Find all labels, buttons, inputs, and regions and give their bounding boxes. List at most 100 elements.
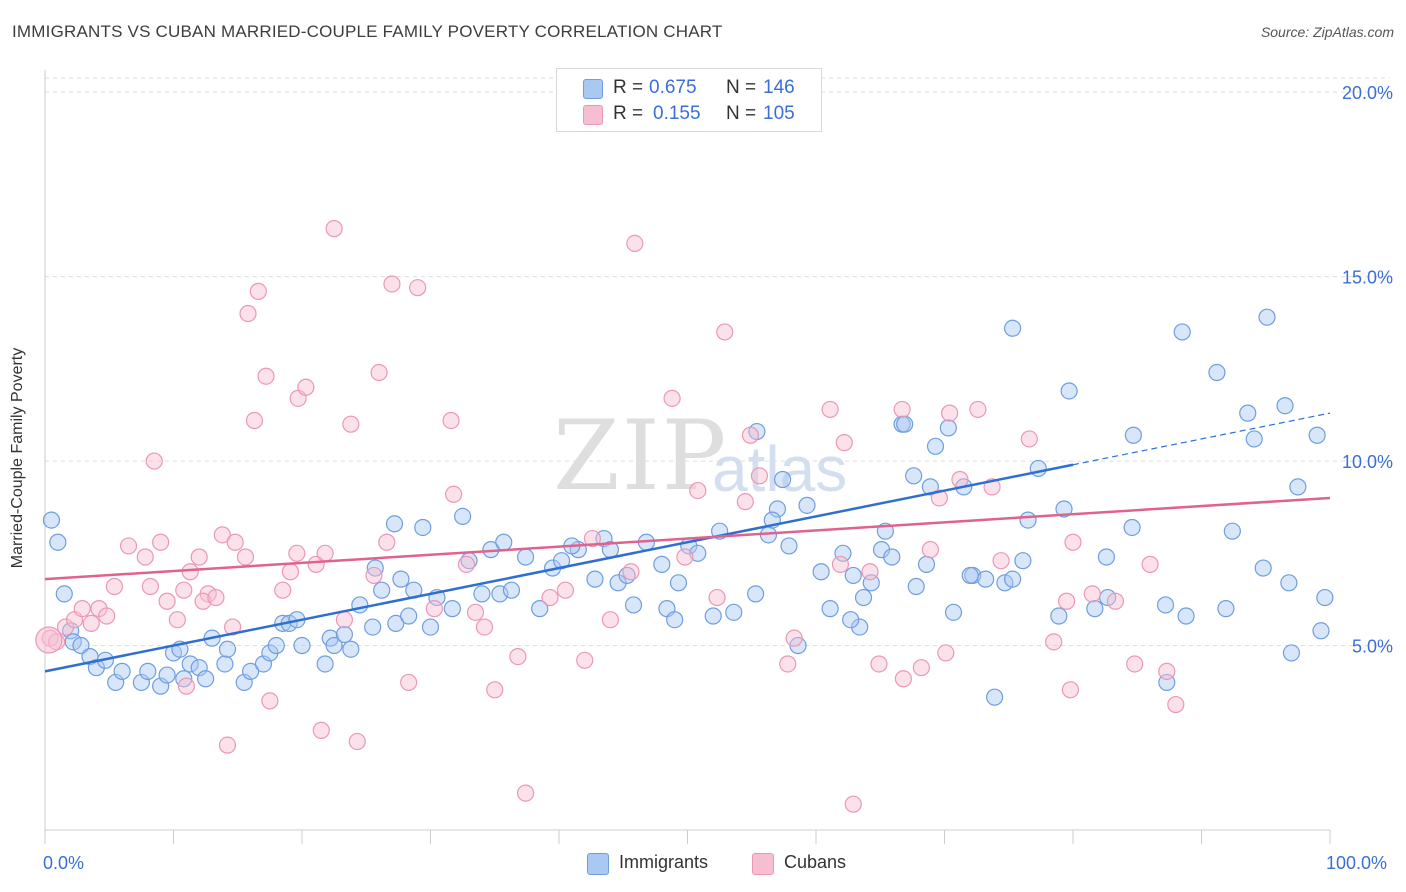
immigrants-point [216,655,234,673]
cubans-point [831,555,850,573]
immigrants-point [844,566,862,585]
cubans-point [1158,662,1176,680]
cubans-point [457,555,476,573]
immigrants-point [834,544,852,562]
cubans-point [348,732,366,751]
immigrants-point [896,415,914,433]
cubans-point [622,563,640,581]
immigrants-point [1086,600,1104,618]
cubans-point [342,415,360,433]
immigrants-point [293,636,311,655]
source-label: Source: ZipAtlas.com [1260,24,1394,40]
cubans-point [383,275,401,293]
cubans-point [365,566,383,585]
immigrants-trend-extension [1072,412,1331,466]
immigrants-point [883,548,901,566]
immigrants-point [666,611,684,629]
cubans-point [73,600,91,618]
cubans-point [105,577,123,596]
cubans-point [716,323,734,341]
cubans-legend-swatch [752,853,774,875]
cubans-point [1126,655,1144,673]
cubans-point [181,563,199,581]
cubans-point [821,400,839,419]
cubans-point [218,736,237,754]
immigrants-point [531,600,549,618]
cubans-point [663,389,681,407]
immigrants-point [939,419,957,437]
cubans-point [750,467,769,485]
cubans-point [583,529,602,548]
cubans-point [1064,533,1082,551]
n-label: N = [726,103,757,124]
cubans-point [937,644,955,662]
immigrants-point [242,662,260,680]
cubans-point [1061,681,1080,699]
cubans-point [119,537,138,555]
y-tick-label: 10.0% [1342,452,1393,472]
cubans-point [445,485,463,503]
immigrants-point [1316,588,1334,607]
cubans-point [257,367,275,385]
cubans-point [442,411,460,430]
immigrants-point [1156,596,1175,614]
immigrants-point [1123,518,1141,537]
cubans-point [1106,592,1125,610]
cubans-point [861,563,879,581]
cubans-point [325,220,343,238]
r-label: R = [613,77,644,98]
immigrants-point [158,666,176,684]
immigrants-point [392,570,410,588]
immigrants-point [49,533,67,551]
x-tick-label-min: 0.0% [43,853,85,873]
immigrants-legend-label: Immigrants [619,852,709,872]
cubans-point [168,611,186,629]
cubans-point [1141,555,1159,573]
immigrants-point [1282,644,1301,662]
cubans-point [676,548,694,566]
immigrants-point [1124,426,1142,444]
immigrants-point [443,600,461,618]
cubans-point [1057,592,1076,610]
y-tick-label: 20.0% [1342,83,1393,103]
cubans-point [556,581,575,599]
immigrants-point [316,655,334,673]
cubans-point [409,279,427,297]
cubans-point [541,588,559,607]
immigrants-legend-swatch [587,853,609,875]
cubans-point [475,618,494,636]
immigrants-point [961,566,979,585]
immigrants-point [926,437,945,455]
immigrants-point [944,603,963,621]
cubans-legend-label: Cubans [784,852,847,872]
immigrants-point [1289,478,1307,496]
r-label: R = [613,103,644,124]
cubans-point [601,611,620,629]
immigrants-point [977,570,995,588]
cubans-point [190,548,208,566]
cubans-point [316,544,334,562]
immigrants-point [1208,363,1226,382]
cubans-swatch [583,105,603,125]
cubans-point [516,784,535,802]
immigrants-point [502,581,521,599]
immigrants-point [1014,552,1032,570]
cubans-point [281,563,300,581]
immigrants-point [768,500,787,518]
immigrants-point [139,662,157,680]
cubans-point [35,626,63,654]
y-tick-label: 5.0% [1352,637,1393,657]
immigrants-point [669,574,688,592]
immigrants-point [1177,607,1195,625]
cubans-point [708,588,726,607]
cubans-point [893,400,911,419]
cubans-point [626,234,644,252]
immigrants-point [335,625,354,644]
cubans-point [1167,695,1185,714]
immigrants-point [725,603,743,621]
immigrants-point [1223,522,1241,540]
chart-title: IMMIGRANTS VS CUBAN MARRIED-COUPLE FAMIL… [12,22,723,41]
cubans-point [785,629,803,647]
immigrants-point [773,470,792,489]
cubans-point [158,592,176,610]
